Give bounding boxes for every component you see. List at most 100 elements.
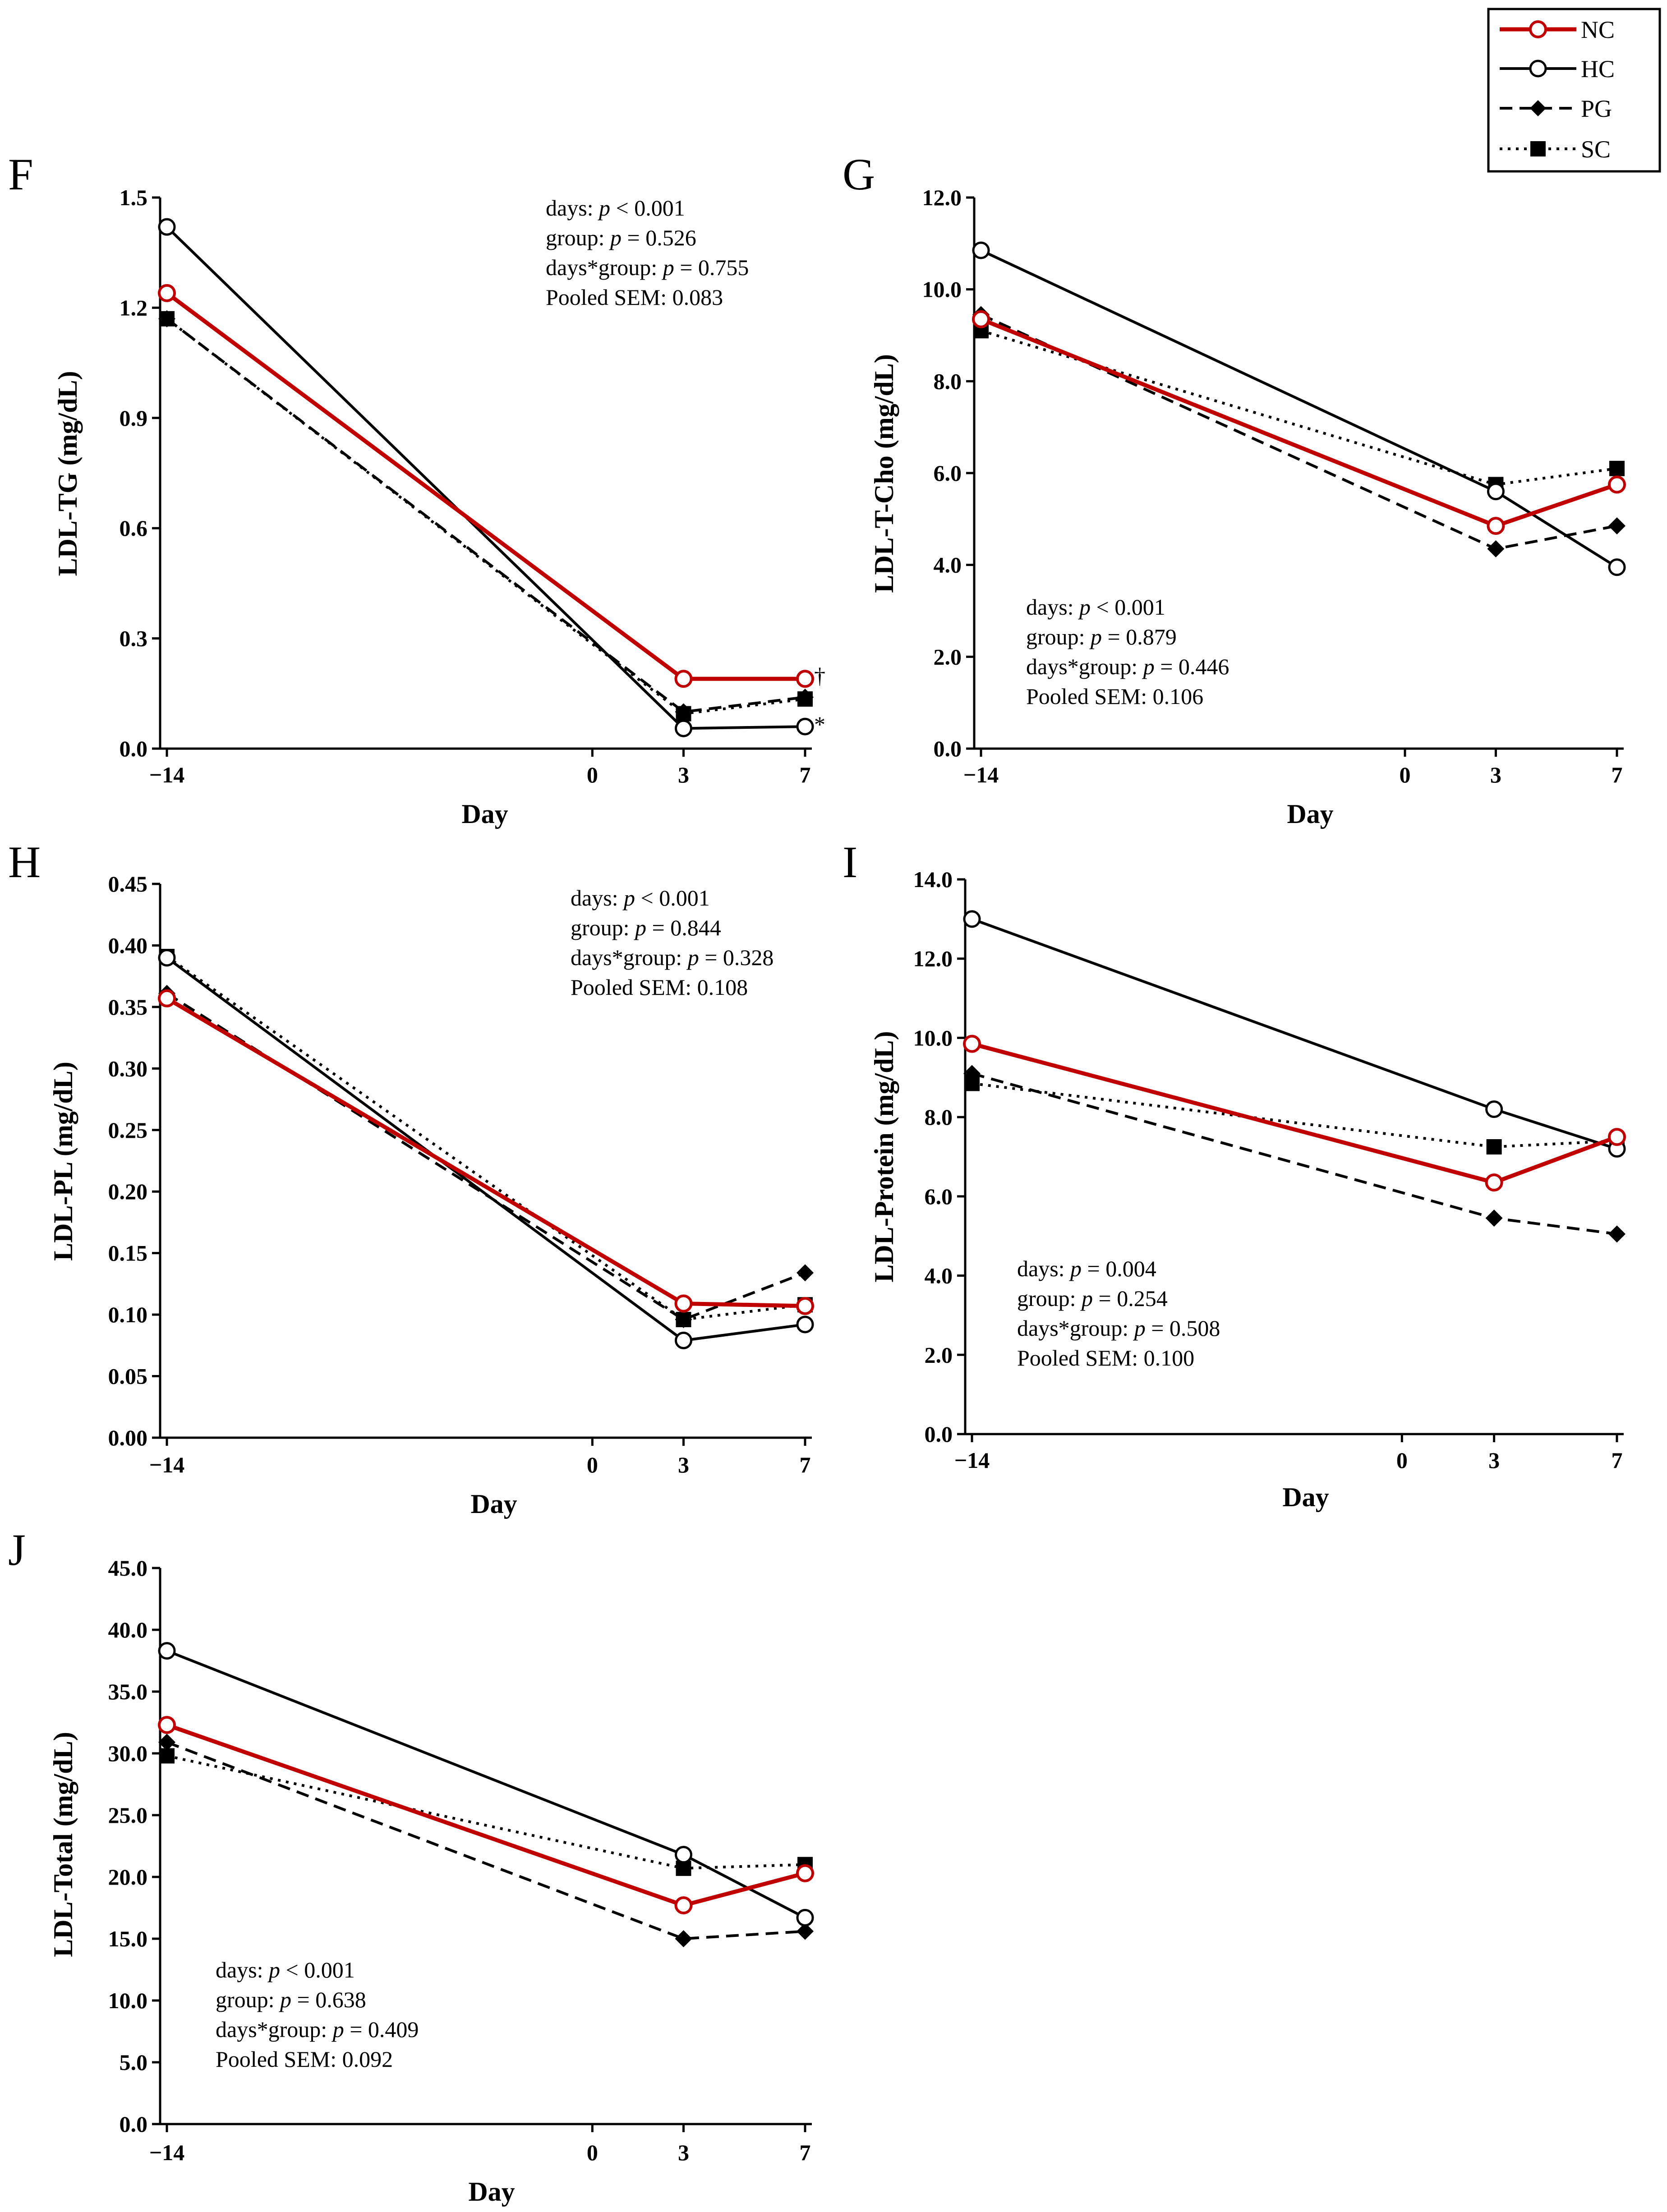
legend-label-nc: NC bbox=[1581, 16, 1615, 43]
y-axis-label: LDL-Total (mg/dL) bbox=[48, 1732, 78, 1957]
legend: NC HC PG SC bbox=[1487, 8, 1661, 173]
legend-entry-sc: SC bbox=[1500, 136, 1611, 163]
stats-line: Pooled SEM: 0.092 bbox=[216, 2046, 393, 2072]
legend-label-hc: HC bbox=[1581, 55, 1615, 83]
x-tick-label: −14 bbox=[149, 2140, 185, 2165]
legend-entry-hc: HC bbox=[1500, 55, 1615, 83]
stats-line: Pooled SEM: 0.106 bbox=[1026, 684, 1203, 709]
legend-nc-marker-icon bbox=[1529, 20, 1547, 38]
series-line-pg bbox=[972, 1072, 1617, 1236]
series-line-sc bbox=[166, 955, 806, 1321]
series-line-hc bbox=[980, 249, 1618, 569]
y-axis-label: LDL-T-Cho (mg/dL) bbox=[869, 354, 899, 593]
y-tick-label: 0.0 bbox=[925, 1421, 953, 1447]
y-tick-label: 15.0 bbox=[108, 1926, 148, 1951]
x-tick-label: 3 bbox=[678, 762, 689, 787]
data-point-hc bbox=[158, 218, 176, 236]
y-tick-label: 10.0 bbox=[108, 1988, 148, 2013]
data-point-nc bbox=[796, 670, 814, 688]
stats-line: Pooled SEM: 0.083 bbox=[546, 285, 723, 310]
x-axis-label: Day bbox=[1287, 799, 1333, 829]
legend-label-sc: SC bbox=[1581, 136, 1611, 163]
x-tick-label: 0 bbox=[587, 1452, 598, 1477]
y-tick-label: 35.0 bbox=[108, 1679, 148, 1704]
legend-pg-marker-icon bbox=[1530, 100, 1546, 116]
data-point-nc bbox=[1608, 1128, 1626, 1146]
data-point-hc bbox=[963, 910, 981, 928]
x-tick-label: 7 bbox=[1612, 1448, 1623, 1473]
series-line-nc bbox=[166, 996, 806, 1308]
series-line-hc bbox=[166, 957, 806, 1342]
x-tick-label: −14 bbox=[149, 762, 185, 787]
y-tick-label: 14.0 bbox=[913, 867, 953, 892]
y-tick-label: 0.05 bbox=[108, 1364, 148, 1389]
series-line-hc bbox=[166, 1649, 806, 1919]
x-tick-label: 0 bbox=[587, 2140, 598, 2165]
data-point-hc bbox=[674, 1331, 692, 1349]
x-tick-label: 0 bbox=[587, 762, 598, 787]
stats-line: days: p < 0.001 bbox=[216, 1957, 355, 1982]
x-tick-label: 7 bbox=[1612, 762, 1623, 787]
data-point-sc bbox=[1609, 460, 1625, 476]
y-tick-label: 4.0 bbox=[925, 1263, 953, 1288]
legend-hc-marker-icon bbox=[1529, 60, 1547, 78]
panel-letter: H bbox=[8, 837, 41, 887]
y-tick-label: 0.00 bbox=[108, 1425, 148, 1450]
y-tick-label: 6.0 bbox=[934, 460, 962, 486]
stats-line: Pooled SEM: 0.108 bbox=[571, 975, 748, 1000]
y-tick-label: 0.20 bbox=[108, 1179, 148, 1204]
stats-line: days: p < 0.001 bbox=[1026, 594, 1165, 620]
y-tick-label: 45.0 bbox=[108, 1555, 148, 1581]
series-line-pg bbox=[166, 1741, 806, 1940]
data-point-hc bbox=[674, 719, 692, 737]
y-tick-label: 40.0 bbox=[108, 1617, 148, 1642]
y-tick-label: 0.10 bbox=[108, 1302, 148, 1327]
x-tick-label: 3 bbox=[678, 2140, 689, 2165]
data-point-hc bbox=[796, 1908, 814, 1927]
stats-line: group: p = 0.254 bbox=[1017, 1286, 1168, 1311]
y-tick-label: 0.45 bbox=[108, 871, 148, 897]
series-line-sc bbox=[166, 1754, 806, 1870]
y-tick-label: 12.0 bbox=[913, 946, 953, 971]
data-point-hc bbox=[158, 1642, 176, 1660]
y-tick-label: 0.30 bbox=[108, 1056, 148, 1081]
stats-line: group: p = 0.879 bbox=[1026, 624, 1177, 649]
data-point-pg bbox=[797, 1922, 814, 1940]
annotation-dagger: † bbox=[814, 663, 825, 688]
data-point-hc bbox=[796, 1315, 814, 1334]
x-tick-label: 0 bbox=[1396, 1448, 1408, 1473]
series-line-nc bbox=[166, 1723, 806, 1908]
stats-line: days*group: p = 0.409 bbox=[216, 2017, 419, 2042]
y-axis-label: LDL-TG (mg/dL) bbox=[53, 371, 83, 576]
y-tick-label: 0.40 bbox=[108, 933, 148, 958]
legend-label-pg: PG bbox=[1581, 95, 1612, 122]
data-point-pg bbox=[675, 1930, 692, 1947]
data-point-pg bbox=[1485, 1209, 1503, 1227]
data-point-nc bbox=[674, 1896, 693, 1915]
data-point-pg bbox=[158, 310, 175, 327]
stats-line: group: p = 0.638 bbox=[216, 1987, 366, 2012]
y-tick-label: 4.0 bbox=[934, 552, 962, 578]
stats-line: days: p < 0.001 bbox=[571, 885, 710, 911]
data-point-nc bbox=[158, 1715, 176, 1734]
series-line-nc bbox=[971, 1042, 1618, 1185]
series-line-pg bbox=[166, 317, 806, 713]
data-point-pg bbox=[963, 1065, 981, 1082]
data-point-hc bbox=[1485, 1100, 1503, 1118]
series-line-sc bbox=[972, 1082, 1617, 1149]
data-point-nc bbox=[796, 1864, 814, 1882]
legend-box bbox=[1487, 8, 1661, 173]
stats-line: group: p = 0.526 bbox=[546, 225, 696, 250]
data-point-pg bbox=[675, 703, 692, 721]
stats-line: days: p = 0.004 bbox=[1017, 1256, 1156, 1281]
data-point-nc bbox=[972, 310, 990, 328]
y-tick-label: 0.0 bbox=[120, 736, 148, 761]
x-axis-label: Day bbox=[468, 2177, 515, 2207]
y-tick-label: 0.0 bbox=[934, 736, 962, 761]
y-tick-label: 6.0 bbox=[925, 1184, 953, 1209]
series-line-hc bbox=[971, 918, 1617, 1150]
data-point-nc bbox=[1608, 475, 1626, 494]
data-point-nc bbox=[1487, 517, 1505, 535]
data-point-pg bbox=[797, 1264, 814, 1282]
